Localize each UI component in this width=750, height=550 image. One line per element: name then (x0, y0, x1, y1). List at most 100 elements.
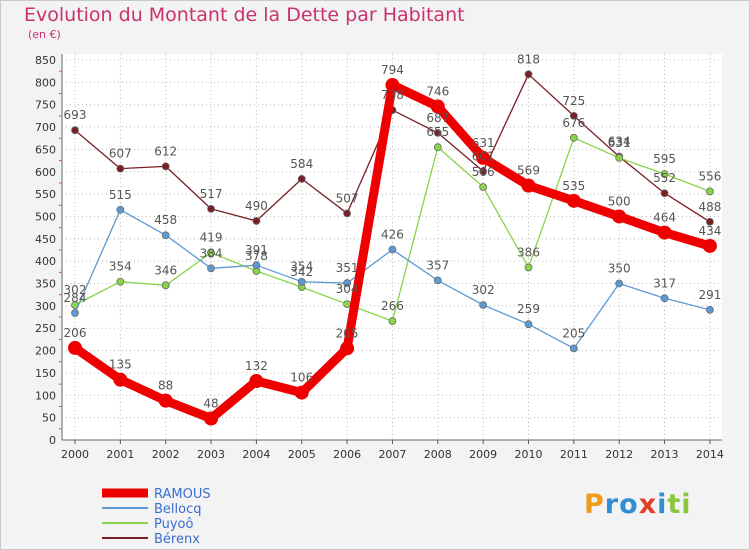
data-point-ramous (385, 78, 400, 93)
x-tick-label: 2001 (106, 448, 134, 461)
data-point-b-renx (433, 128, 442, 137)
y-tick-label: 150 (35, 367, 56, 380)
data-label-ramous: 500 (608, 194, 631, 208)
data-point-bellocq (615, 279, 624, 288)
y-tick-label: 350 (35, 278, 56, 291)
data-point-bellocq (116, 205, 125, 214)
data-label-bellocq: 426 (381, 228, 404, 242)
x-tick-label: 2002 (152, 448, 180, 461)
data-point-b-renx (71, 126, 79, 135)
data-label-ramous: 88 (158, 379, 173, 393)
data-label-ramous: 206 (64, 326, 87, 340)
data-point-puyo- (615, 154, 624, 162)
legend-label-puyo-: Puyoô (154, 517, 193, 532)
data-label-ramous: 135 (109, 358, 132, 372)
data-point-b-renx (479, 167, 488, 176)
data-label-puyo-: 676 (562, 116, 585, 130)
chart-title: Evolution du Montant de la Dette par Hab… (24, 4, 465, 26)
x-tick-label: 2009 (469, 448, 497, 461)
data-point-puyo- (479, 183, 488, 191)
data-point-ramous (702, 238, 717, 253)
x-tick-label: 2007 (378, 448, 406, 461)
unit-label: (en €) (28, 28, 61, 41)
data-label-b-renx: 490 (245, 199, 268, 213)
logo-letter: r (604, 489, 620, 520)
data-label-bellocq: 259 (517, 302, 540, 316)
data-point-b-renx (116, 164, 125, 173)
data-point-ramous (340, 341, 355, 356)
data-label-ramous: 434 (698, 224, 721, 238)
proxiti-logo: Proxiti (584, 489, 692, 520)
legend-label-ramous: RAMOUS (154, 487, 211, 502)
data-point-bellocq (388, 245, 397, 254)
data-point-ramous (612, 209, 627, 224)
data-point-puyo- (388, 317, 397, 325)
data-label-b-renx: 612 (154, 144, 177, 158)
data-label-ramous: 569 (517, 164, 540, 178)
data-point-puyo- (161, 281, 170, 290)
data-point-b-renx (569, 111, 578, 120)
data-point-ramous (476, 150, 491, 165)
y-tick-label: 850 (35, 54, 56, 67)
data-label-ramous: 106 (290, 371, 313, 385)
data-point-bellocq (71, 309, 79, 317)
legend-label-b-renx: Bérenx (154, 532, 200, 547)
logo-letter: i (681, 489, 692, 520)
data-point-puyo- (660, 170, 669, 178)
data-label-puyo-: 631 (608, 136, 631, 150)
data-point-ramous (249, 373, 264, 388)
data-point-b-renx (207, 204, 215, 213)
x-tick-label: 2013 (651, 448, 679, 461)
data-point-puyo- (433, 143, 442, 152)
data-label-b-renx: 693 (64, 108, 87, 122)
y-tick-label: 400 (35, 255, 56, 268)
y-tick-label: 50 (42, 412, 56, 425)
data-point-bellocq (479, 301, 488, 309)
data-label-b-renx: 818 (517, 52, 540, 66)
x-tick-label: 2005 (288, 448, 316, 461)
data-point-ramous (68, 340, 82, 355)
x-tick-label: 2006 (333, 448, 361, 461)
data-label-puyo-: 655 (426, 125, 449, 139)
y-tick-label: 650 (35, 143, 56, 156)
data-label-b-renx: 584 (290, 157, 313, 171)
data-label-puyo-: 342 (290, 265, 313, 279)
data-point-puyo- (343, 300, 352, 308)
legend-label-bellocq: Bellocq (154, 502, 202, 517)
y-tick-label: 450 (35, 233, 56, 246)
data-label-b-renx: 552 (653, 171, 676, 185)
y-tick-label: 0 (49, 434, 56, 447)
data-point-bellocq (660, 294, 669, 303)
data-label-b-renx: 634 (608, 135, 631, 149)
data-label-puyo-: 386 (517, 245, 540, 259)
data-label-ramous: 746 (426, 84, 449, 98)
data-point-b-renx (297, 175, 306, 183)
y-tick-label: 300 (35, 300, 56, 313)
data-point-bellocq (343, 279, 352, 287)
data-label-bellocq: 302 (472, 283, 495, 297)
data-point-ramous (113, 372, 128, 387)
data-label-ramous: 631 (472, 136, 495, 150)
data-label-puyo-: 595 (653, 152, 676, 166)
y-tick-label: 550 (35, 188, 56, 201)
data-label-puyo-: 302 (64, 283, 87, 297)
data-label-puyo-: 556 (698, 169, 721, 183)
data-label-b-renx: 725 (562, 94, 585, 108)
data-label-bellocq: 291 (698, 288, 721, 302)
data-point-puyo- (207, 248, 215, 257)
data-label-bellocq: 354 (290, 260, 313, 274)
x-tick-label: 2010 (515, 448, 543, 461)
x-tick-label: 2004 (242, 448, 270, 461)
data-label-ramous: 132 (245, 359, 268, 373)
data-point-b-renx (660, 189, 669, 198)
data-label-puyo-: 354 (109, 260, 132, 274)
data-point-bellocq (207, 264, 215, 273)
data-point-bellocq (252, 261, 261, 270)
logo-letter: t (667, 489, 682, 520)
data-point-bellocq (433, 276, 442, 285)
data-point-ramous (204, 411, 219, 426)
data-point-b-renx (343, 209, 352, 218)
y-tick-label: 600 (35, 166, 56, 179)
data-label-ramous: 794 (381, 63, 404, 77)
